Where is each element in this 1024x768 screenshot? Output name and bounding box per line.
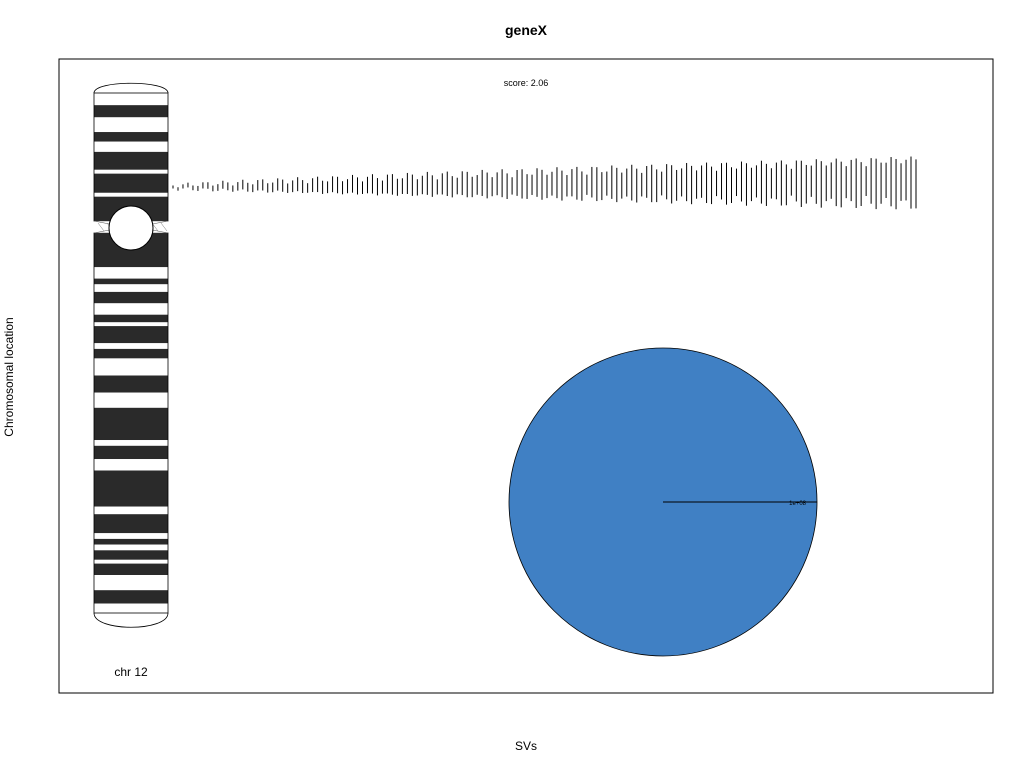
y-axis-label: Chromosomal location <box>2 317 16 436</box>
q-arm-band-25 <box>94 559 168 564</box>
q-arm-band-14 <box>94 407 168 441</box>
q-arm-band-23 <box>94 544 168 551</box>
telomere-top <box>93 82 169 94</box>
q-arm-band-26 <box>94 563 168 575</box>
q-arm-band-4 <box>94 291 168 304</box>
score-label: score: 2.06 <box>504 78 549 88</box>
pie-slice-label: 1e+08 <box>789 501 807 507</box>
q-arm-band-17 <box>94 459 168 471</box>
q-arm-band-7 <box>94 322 168 327</box>
q-arm-band-8 <box>94 326 168 344</box>
q-arm-band-22 <box>94 538 168 545</box>
q-arm-band-9 <box>94 343 168 349</box>
q-arm-band-21 <box>94 533 168 539</box>
q-arm-band-28 <box>94 590 168 604</box>
stalk-hatch <box>160 222 168 232</box>
q-arm-band-24 <box>94 550 168 560</box>
q-arm-band-3 <box>94 284 168 292</box>
pie-chart: 1e+08 <box>508 347 818 657</box>
q-arm-band-6 <box>94 314 168 323</box>
q-arm-band-27 <box>94 575 168 591</box>
p-arm-band-0 <box>94 93 168 106</box>
q-arm-band-16 <box>94 445 168 460</box>
p-arm-band-4 <box>94 141 168 152</box>
chart-title: geneX <box>505 22 548 38</box>
p-arm-band-8 <box>94 192 168 197</box>
centromere-circle <box>108 205 154 251</box>
q-arm-band-18 <box>94 470 168 507</box>
chromosome-ideogram <box>93 82 169 628</box>
q-arm-band-20 <box>94 514 168 534</box>
q-arm-band-19 <box>94 506 168 515</box>
p-arm-band-5 <box>94 151 168 170</box>
q-arm-band-11 <box>94 358 168 376</box>
plot-frame <box>58 58 994 694</box>
telomere-bottom <box>93 612 169 628</box>
sv-track-group <box>172 156 917 210</box>
q-arm-band-12 <box>94 375 168 393</box>
stalk-hatch <box>97 222 105 232</box>
q-arm-band-1 <box>94 267 168 279</box>
q-arm-band-15 <box>94 440 168 446</box>
q-arm-band-2 <box>94 278 168 285</box>
chromosome-label: chr 12 <box>114 665 148 679</box>
q-arm-band-13 <box>94 392 168 408</box>
p-arm-band-7 <box>94 173 168 193</box>
p-arm-band-6 <box>94 169 168 174</box>
q-arm-band-10 <box>94 348 168 359</box>
p-arm-band-3 <box>94 132 168 142</box>
p-arm-band-1 <box>94 105 168 118</box>
q-arm-band-29 <box>94 603 168 613</box>
p-arm-band-2 <box>94 117 168 133</box>
q-arm-band-5 <box>94 303 168 315</box>
x-axis-label: SVs <box>515 739 537 753</box>
